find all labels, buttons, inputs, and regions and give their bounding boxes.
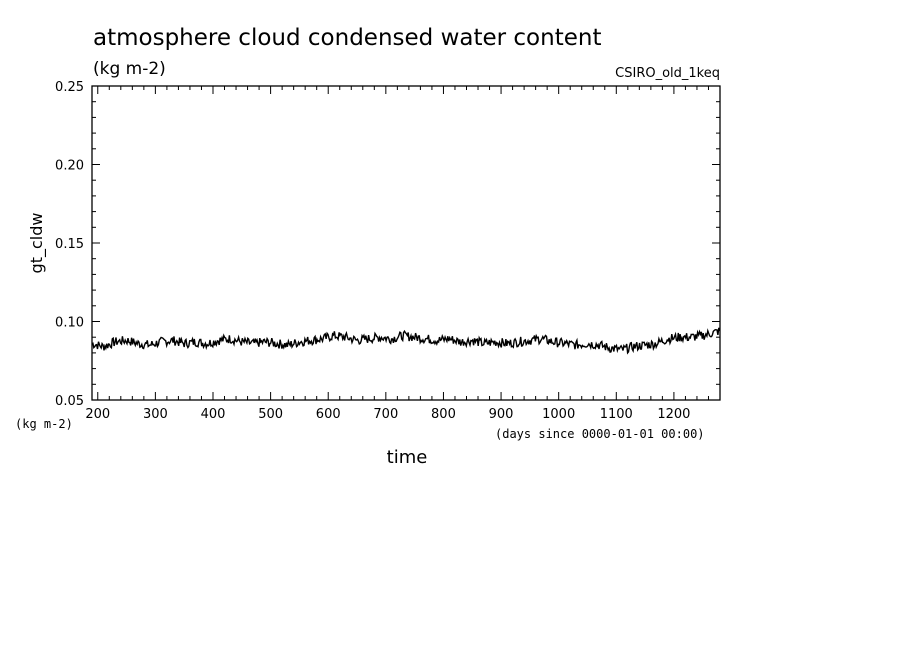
x-tick-label: 700 — [373, 407, 398, 422]
x-tick-label: 400 — [201, 407, 226, 422]
x-tick-label: 200 — [85, 407, 110, 422]
x-tick-label: 800 — [431, 407, 456, 422]
x-tick-label: 1100 — [600, 407, 633, 422]
series-line-gt-cldw — [91, 327, 721, 355]
plot-area: 200 300 400 500 600 700 800 900 1000 1100 1200 0.0… — [55, 80, 721, 422]
minor-ticks — [92, 86, 721, 400]
x-tick-label: 600 — [316, 407, 341, 422]
x-tick-label: 900 — [489, 407, 514, 422]
y-axis-units: (kg m-2) — [15, 417, 73, 431]
x-axis-ticks: 200 300 400 500 600 700 800 900 1000 1100 1200 — [85, 86, 690, 422]
x-tick-label: 1000 — [542, 407, 575, 422]
chart-subtitle-units: (kg m-2) — [93, 59, 166, 79]
x-tick-label: 500 — [258, 407, 283, 422]
y-axis-label: gt_cldw — [27, 213, 47, 274]
y-tick-label: 0.25 — [55, 80, 84, 95]
x-axis-label: time — [387, 447, 428, 468]
x-tick-label: 1200 — [657, 407, 690, 422]
model-label: CSIRO_old_1keq — [615, 66, 720, 81]
y-tick-label: 0.05 — [55, 394, 84, 409]
plot-frame — [91, 85, 721, 401]
y-tick-label: 0.10 — [55, 316, 84, 331]
x-axis-units: (days since 0000-01-01 00:00) — [495, 427, 705, 441]
y-axis-ticks: 0.05 0.10 0.15 0.20 0.25 — [55, 80, 720, 409]
y-tick-label: 0.20 — [55, 159, 84, 174]
y-tick-label: 0.15 — [55, 237, 84, 252]
x-tick-label: 300 — [143, 407, 168, 422]
chart-title: atmosphere cloud condensed water content — [93, 25, 601, 51]
